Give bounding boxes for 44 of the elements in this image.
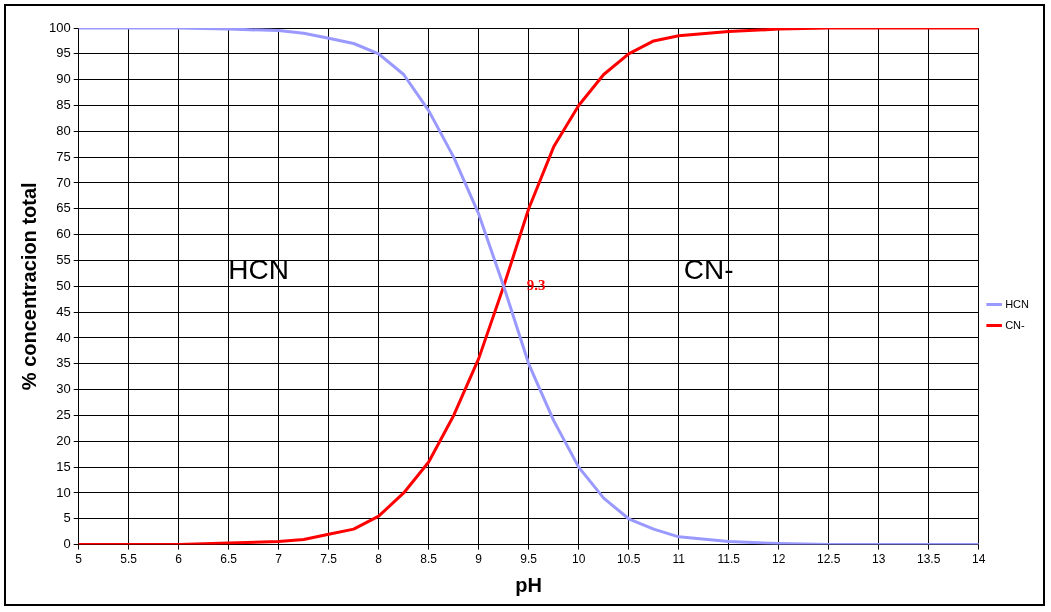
x-tick-label: 6 xyxy=(175,552,183,567)
y-tick-label: 25 xyxy=(56,407,71,423)
y-tick-label: 15 xyxy=(56,458,71,474)
x-tick-label: 10 xyxy=(572,552,586,567)
x-tick-label: 13 xyxy=(871,552,886,567)
y-axis-title: % concentracion total xyxy=(17,182,40,391)
x-tick-label: 14 xyxy=(971,552,986,567)
y-tick-label: 10 xyxy=(56,484,71,500)
x-tick-label: 5 xyxy=(75,552,83,567)
x-tick-label: 12.5 xyxy=(816,552,841,567)
x-tick-label: 13.5 xyxy=(916,552,941,567)
x-tick-label: 6.5 xyxy=(220,552,238,567)
x-tick-label: 5.5 xyxy=(120,552,138,567)
x-tick-label: 7.5 xyxy=(320,552,338,567)
y-tick-label: 40 xyxy=(56,329,71,345)
x-tick-label: 11.5 xyxy=(717,552,741,567)
y-tick-label: 30 xyxy=(56,381,71,397)
y-tick-label: 80 xyxy=(56,122,71,138)
legend-label: HCN xyxy=(1005,297,1030,310)
x-tick-label: 8 xyxy=(375,552,383,567)
y-tick-label: 20 xyxy=(56,432,71,448)
x-tick-label: 7 xyxy=(275,552,283,567)
y-tick-label: 95 xyxy=(56,45,71,61)
y-tick-label: 55 xyxy=(56,252,71,268)
y-tick-label: 90 xyxy=(56,71,71,87)
x-tick-label: 9 xyxy=(475,552,483,567)
y-tick-label: 35 xyxy=(56,355,71,371)
y-tick-label: 75 xyxy=(56,148,71,164)
y-tick-label: 5 xyxy=(63,510,71,526)
y-tick-label: 85 xyxy=(56,97,71,113)
x-tick-label: 12 xyxy=(771,552,786,567)
x-tick-label: 10.5 xyxy=(617,552,641,567)
y-tick-label: 45 xyxy=(56,303,71,319)
y-tick-label: 0 xyxy=(63,536,71,552)
y-tick-label: 70 xyxy=(56,174,71,190)
y-tick-label: 60 xyxy=(56,226,71,242)
x-tick-label: 8.5 xyxy=(420,552,438,567)
y-tick-label: 50 xyxy=(56,277,71,293)
y-tick-label: 100 xyxy=(48,19,71,35)
x-axis-title: pH xyxy=(515,573,543,596)
x-tick-label: 11 xyxy=(672,552,686,567)
legend-label: CN- xyxy=(1005,318,1026,331)
y-tick-label: 65 xyxy=(56,200,71,216)
x-tick-label: 9.5 xyxy=(520,552,538,567)
